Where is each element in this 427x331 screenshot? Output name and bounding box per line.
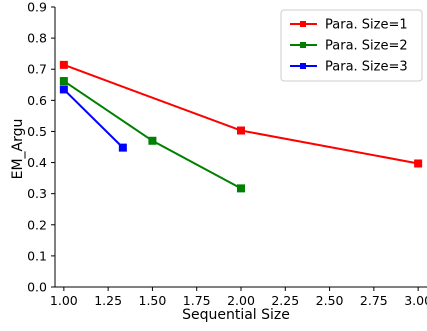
data-point xyxy=(59,85,68,94)
y-tick-label: 0.2 xyxy=(27,217,47,232)
y-tick-label: 0.4 xyxy=(27,155,47,170)
y-axis-label: EM_Argu xyxy=(10,119,26,180)
x-tick-label: 1.75 xyxy=(183,293,211,308)
x-tick-label: 1.50 xyxy=(139,293,167,308)
x-tick-label: 1.00 xyxy=(50,293,78,308)
series-line xyxy=(63,88,124,149)
x-tick-label: 3.00 xyxy=(404,293,427,308)
x-tick-label: 2.00 xyxy=(227,293,255,308)
x-tick-label: 1.25 xyxy=(94,293,122,308)
data-point xyxy=(118,143,127,152)
legend-item: Para. Size=2 xyxy=(290,39,408,54)
legend-label: Para. Size=1 xyxy=(325,18,408,33)
y-axis-ticks: 0.0 0.1 0.2 0.3 0.4 0.5 0.6 0.7 0.8 0.9 xyxy=(27,0,55,295)
data-point xyxy=(237,184,245,193)
data-point xyxy=(59,60,68,69)
series-group xyxy=(59,60,423,193)
data-point xyxy=(237,126,245,135)
legend-box xyxy=(280,9,423,82)
x-tick-label: 2.25 xyxy=(271,293,299,308)
series-1 xyxy=(59,60,423,168)
y-tick-label: 0.6 xyxy=(27,93,47,108)
legend-marker xyxy=(300,21,306,27)
data-point xyxy=(59,77,68,86)
legend-label: Para. Size=2 xyxy=(325,39,408,54)
legend-item: Para. Size=3 xyxy=(290,60,408,75)
legend-label: Para. Size=3 xyxy=(325,60,408,75)
series-2 xyxy=(59,77,245,193)
legend-item: Para. Size=1 xyxy=(290,18,408,33)
y-tick-label: 0.9 xyxy=(27,0,47,15)
y-tick-label: 0.0 xyxy=(27,280,47,295)
legend-marker xyxy=(300,42,306,48)
x-tick-label: 2.75 xyxy=(360,293,388,308)
x-tick-label: 2.50 xyxy=(316,293,344,308)
y-tick-label: 0.3 xyxy=(27,186,47,201)
x-axis-ticks: 1.00 1.25 1.50 1.75 2.00 2.25 2.50 2.75 3.00 xyxy=(50,287,427,308)
legend-marker xyxy=(300,63,306,69)
data-point xyxy=(414,159,423,168)
y-tick-label: 0.5 xyxy=(27,124,47,139)
y-tick-label: 0.1 xyxy=(27,248,47,263)
data-point xyxy=(148,136,157,145)
y-tick-label: 0.7 xyxy=(27,62,47,77)
legend: Para. Size=1 Para. Size=2 Para. Size=3 xyxy=(280,9,423,82)
y-tick-label: 0.8 xyxy=(27,31,47,46)
series-3 xyxy=(59,85,127,152)
x-axis-label: Sequential Size xyxy=(182,307,290,323)
